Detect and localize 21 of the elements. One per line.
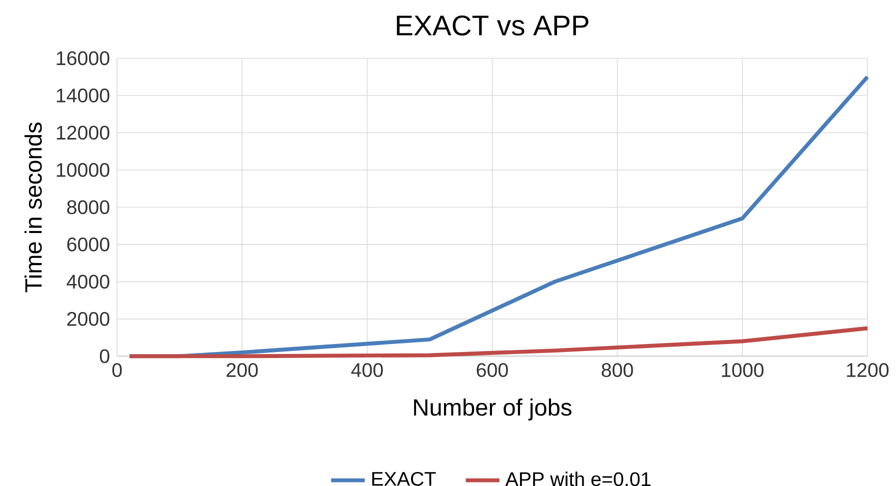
x-tick-label: 1200 [847,363,889,378]
legend-label: EXACT [372,472,436,486]
y-tick-label: 6000 [67,237,110,252]
y-tick-label: 8000 [67,200,110,214]
y-tick-label: 16000 [56,51,110,66]
x-tick-label: 0 [112,363,122,378]
y-tick-label: 0 [100,349,110,364]
x-tick-label: 600 [476,363,508,378]
y-tick-label: 14000 [56,88,110,102]
x-tick-label: 400 [351,363,383,378]
chart-title: EXACT vs APP [396,15,588,36]
x-tick-label: 1000 [722,363,764,378]
y-axis-title: Time in seconds [24,122,42,292]
y-tick-label: 2000 [67,312,110,326]
y-tick-label: 12000 [56,126,110,140]
y-tick-label: 10000 [56,162,110,177]
y-tick-label: 4000 [66,274,110,289]
legend-label: APP with e=0.01 [505,472,650,486]
x-tick-label: 200 [226,363,258,378]
x-axis-title: Number of jobs [414,398,572,420]
x-tick-label: 800 [602,363,633,378]
